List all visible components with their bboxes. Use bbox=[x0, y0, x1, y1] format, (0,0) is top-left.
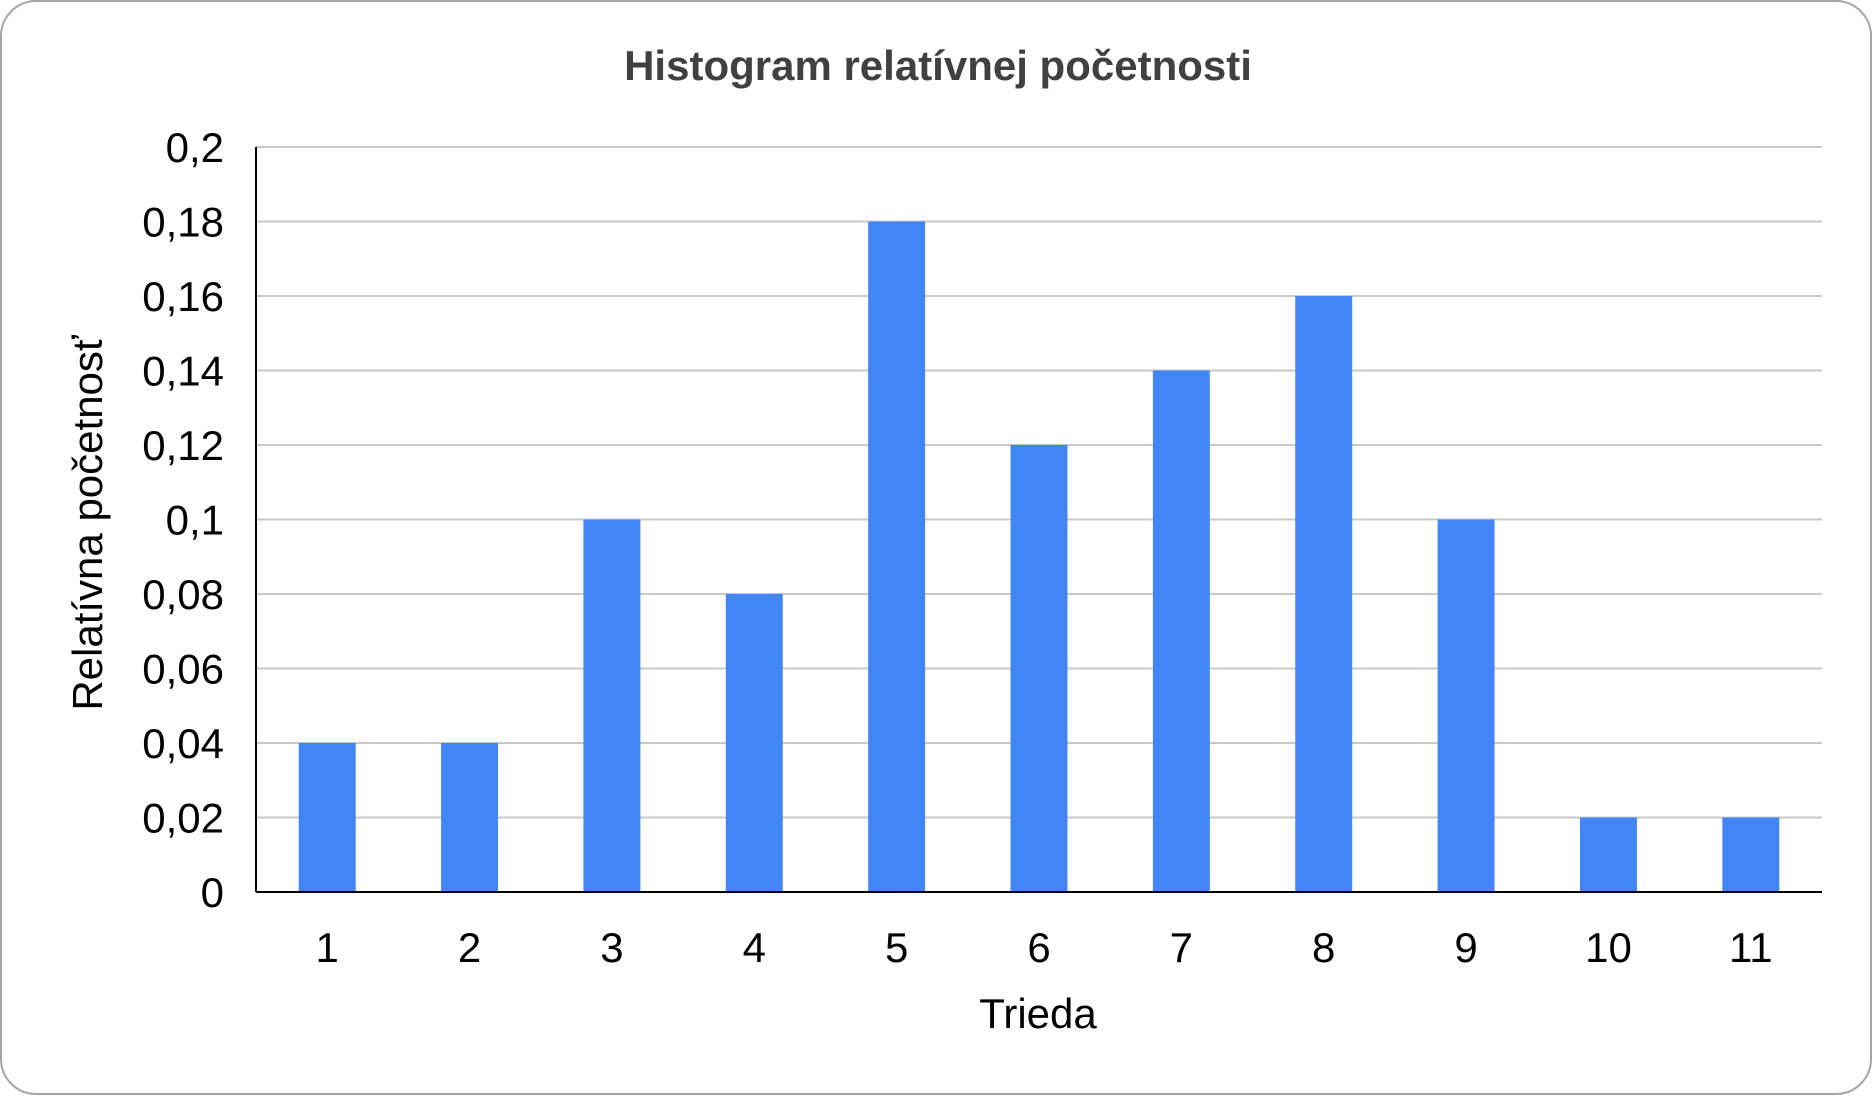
bar bbox=[583, 519, 641, 892]
bar bbox=[868, 221, 926, 892]
y-tick-label: 0,06 bbox=[142, 646, 224, 693]
x-tick-label: 7 bbox=[1170, 924, 1193, 971]
bar bbox=[725, 594, 783, 892]
y-tick-label: 0,08 bbox=[142, 571, 224, 618]
y-tick-label: 0,1 bbox=[166, 497, 224, 544]
y-tick-label: 0,18 bbox=[142, 199, 224, 246]
x-tick-label: 5 bbox=[885, 924, 908, 971]
x-tick-labels: 1 2 3 4 5 6 7 8 9 10 11 bbox=[316, 924, 1773, 971]
x-tick-label: 10 bbox=[1585, 924, 1632, 971]
x-tick-label: 4 bbox=[743, 924, 766, 971]
chart-title: Histogram relatívnej početnosti bbox=[624, 42, 1252, 89]
y-tick-label: 0 bbox=[201, 869, 224, 916]
y-tick-label: 0,2 bbox=[166, 124, 224, 171]
bar bbox=[1295, 296, 1353, 892]
x-tick-label: 3 bbox=[600, 924, 623, 971]
x-tick-label: 8 bbox=[1312, 924, 1335, 971]
x-tick-label: 6 bbox=[1027, 924, 1050, 971]
y-tick-label: 0,12 bbox=[142, 422, 224, 469]
bar bbox=[1152, 370, 1210, 892]
y-tick-label: 0,04 bbox=[142, 720, 224, 767]
bar bbox=[1437, 519, 1495, 892]
y-tick-label: 0,16 bbox=[142, 273, 224, 320]
x-axis-label: Trieda bbox=[979, 990, 1097, 1037]
bar bbox=[1579, 817, 1637, 892]
x-tick-label: 11 bbox=[1729, 924, 1773, 971]
bar bbox=[1722, 817, 1780, 892]
x-tick-label: 9 bbox=[1454, 924, 1477, 971]
bar bbox=[1010, 445, 1068, 892]
axes bbox=[255, 147, 1822, 893]
x-tick-label: 2 bbox=[458, 924, 481, 971]
y-tick-labels: 0 0,02 0,04 0,06 0,08 0,1 0,12 0,14 0,16 0,18 0,2 bbox=[142, 124, 224, 916]
x-tick-label: 1 bbox=[316, 924, 339, 971]
y-axis-label: Relatívna početnosť bbox=[64, 334, 111, 711]
bars bbox=[298, 221, 1780, 892]
bar bbox=[298, 743, 356, 892]
y-tick-label: 0,14 bbox=[142, 348, 224, 395]
y-tick-label: 0,02 bbox=[142, 795, 224, 842]
bar bbox=[441, 743, 499, 892]
